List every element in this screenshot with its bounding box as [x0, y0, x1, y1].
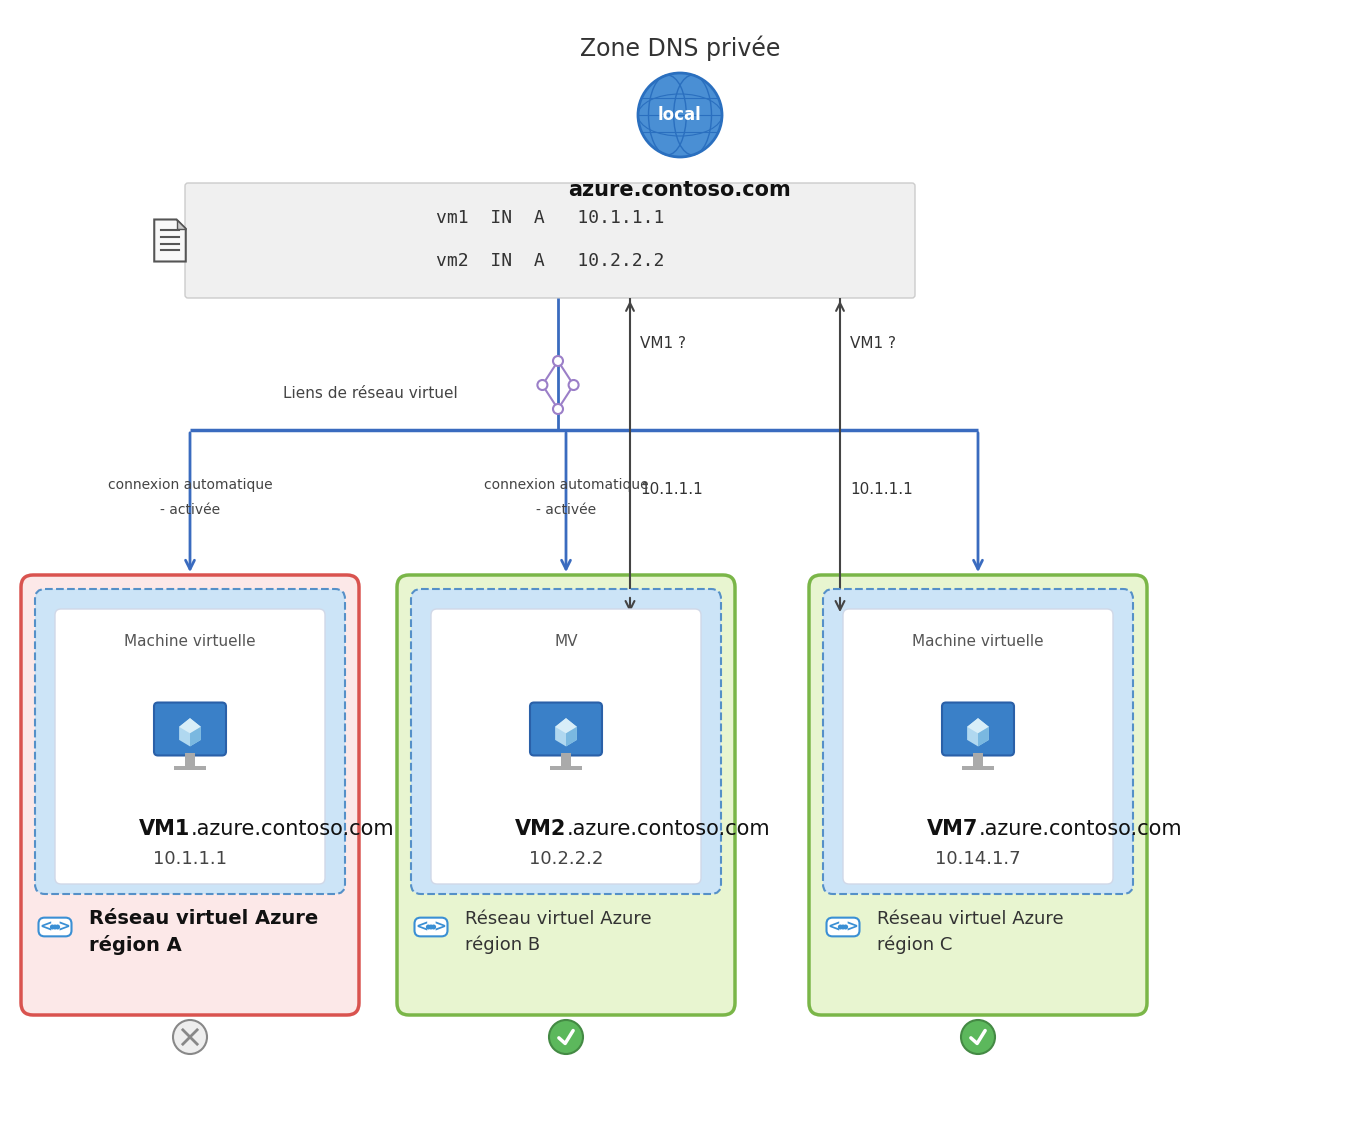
Text: Machine virtuelle: Machine virtuelle — [912, 634, 1044, 649]
Polygon shape — [177, 219, 185, 228]
Text: - activée: - activée — [536, 504, 596, 517]
Text: .azure.contoso.com: .azure.contoso.com — [568, 819, 770, 839]
Text: .azure.contoso.com: .azure.contoso.com — [979, 819, 1183, 839]
Text: VM1 ?: VM1 ? — [851, 336, 896, 351]
Text: >: > — [434, 919, 446, 934]
Text: 10.1.1.1: 10.1.1.1 — [640, 483, 702, 498]
Polygon shape — [555, 718, 577, 747]
Text: Machine virtuelle: Machine virtuelle — [124, 634, 256, 649]
Polygon shape — [191, 726, 201, 747]
Circle shape — [429, 925, 434, 930]
FancyBboxPatch shape — [185, 183, 915, 298]
Circle shape — [553, 404, 563, 415]
Circle shape — [844, 925, 848, 930]
Text: >: > — [59, 919, 71, 934]
Text: 10.14.1.7: 10.14.1.7 — [935, 850, 1021, 868]
FancyBboxPatch shape — [411, 589, 721, 894]
Text: région A: région A — [88, 935, 182, 955]
Text: 10.1.1.1: 10.1.1.1 — [851, 483, 913, 498]
Polygon shape — [154, 219, 185, 262]
Circle shape — [50, 925, 54, 930]
FancyBboxPatch shape — [823, 589, 1132, 894]
FancyBboxPatch shape — [54, 609, 325, 884]
Text: région C: région C — [876, 935, 953, 955]
Bar — [973, 754, 983, 766]
Text: VM1: VM1 — [139, 819, 191, 839]
FancyBboxPatch shape — [415, 918, 448, 936]
Bar — [185, 754, 195, 766]
Text: VM2: VM2 — [514, 819, 566, 839]
Text: 10.1.1.1: 10.1.1.1 — [152, 850, 227, 868]
Text: <: < — [39, 919, 52, 934]
Text: connexion automatique: connexion automatique — [108, 477, 272, 491]
FancyBboxPatch shape — [942, 702, 1014, 756]
Circle shape — [548, 1020, 583, 1054]
Text: .azure.contoso.com: .azure.contoso.com — [191, 819, 395, 839]
Polygon shape — [566, 726, 577, 747]
Circle shape — [431, 925, 436, 930]
Polygon shape — [968, 718, 989, 733]
FancyBboxPatch shape — [431, 609, 701, 884]
Text: VM1 ?: VM1 ? — [640, 336, 686, 351]
Polygon shape — [180, 718, 201, 733]
Polygon shape — [180, 718, 201, 747]
Bar — [174, 766, 207, 770]
Bar — [550, 766, 583, 770]
Polygon shape — [555, 718, 577, 733]
Text: - activée: - activée — [161, 504, 220, 517]
Text: local: local — [659, 106, 702, 124]
FancyBboxPatch shape — [808, 576, 1147, 1015]
FancyBboxPatch shape — [35, 589, 344, 894]
FancyBboxPatch shape — [20, 576, 359, 1015]
FancyBboxPatch shape — [397, 576, 735, 1015]
Text: Réseau virtuel Azure: Réseau virtuel Azure — [465, 910, 652, 928]
Text: 10.2.2.2: 10.2.2.2 — [529, 850, 603, 868]
Circle shape — [538, 380, 547, 391]
Bar — [962, 766, 995, 770]
Text: Réseau virtuel Azure: Réseau virtuel Azure — [88, 909, 318, 928]
Text: Réseau virtuel Azure: Réseau virtuel Azure — [876, 910, 1064, 928]
Text: <: < — [827, 919, 840, 934]
Text: vm1  IN  A   10.1.1.1: vm1 IN A 10.1.1.1 — [436, 209, 664, 227]
Text: >: > — [847, 919, 859, 934]
Circle shape — [841, 925, 845, 930]
Text: vm2  IN  A   10.2.2.2: vm2 IN A 10.2.2.2 — [436, 252, 664, 270]
Text: VM7: VM7 — [927, 819, 979, 839]
Text: MV: MV — [554, 634, 578, 649]
Text: <: < — [415, 919, 429, 934]
Circle shape — [638, 73, 721, 156]
FancyBboxPatch shape — [529, 702, 602, 756]
Polygon shape — [979, 726, 989, 747]
Text: région B: région B — [465, 935, 540, 955]
Circle shape — [553, 356, 563, 365]
FancyBboxPatch shape — [842, 609, 1113, 884]
Text: azure.contoso.com: azure.contoso.com — [569, 180, 791, 200]
Circle shape — [53, 925, 57, 930]
Text: Liens de réseau virtuel: Liens de réseau virtuel — [283, 386, 459, 401]
FancyBboxPatch shape — [154, 702, 226, 756]
Text: connexion automatique: connexion automatique — [483, 477, 648, 491]
FancyBboxPatch shape — [826, 918, 860, 936]
Text: Zone DNS privée: Zone DNS privée — [580, 35, 780, 61]
Circle shape — [56, 925, 60, 930]
Circle shape — [173, 1020, 207, 1054]
Circle shape — [838, 925, 842, 930]
Circle shape — [961, 1020, 995, 1054]
Circle shape — [569, 380, 578, 391]
Circle shape — [426, 925, 431, 930]
FancyBboxPatch shape — [38, 918, 72, 936]
Bar — [561, 754, 570, 766]
Polygon shape — [968, 718, 989, 747]
